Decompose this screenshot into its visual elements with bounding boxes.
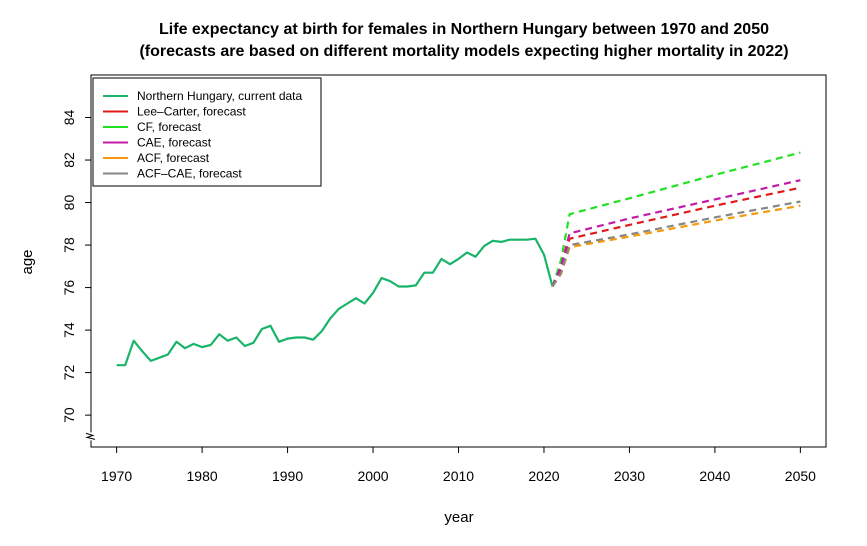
- chart-title-line-1: Life expectancy at birth for females in …: [159, 21, 769, 38]
- y-tick-label: 70: [61, 407, 77, 423]
- y-axis-label: age: [19, 249, 36, 274]
- x-axis: 1970 1980 1990 2000 2010 2020 2030 2040 2050: [101, 447, 816, 484]
- x-tick-label: 2010: [443, 468, 474, 484]
- series-line-2: [551, 186, 801, 287]
- chart-title-line-2: (forecasts are based on different mortal…: [139, 43, 788, 60]
- x-tick-label: 2050: [785, 468, 816, 484]
- x-axis-label: year: [444, 509, 473, 526]
- legend-label-3: CF, forecast: [137, 120, 202, 134]
- series-line-1: [116, 237, 554, 367]
- legend-label-6: ACF–CAE, forecast: [137, 167, 242, 181]
- legend: Northern Hungary, current data Lee–Carter…: [92, 77, 322, 187]
- x-tick-label: 2020: [528, 468, 559, 484]
- y-tick-label: 74: [61, 322, 77, 338]
- legend-label-1: Northern Hungary, current data: [137, 89, 303, 103]
- y-tick-label: 84: [61, 110, 77, 126]
- series-line-5: [551, 204, 801, 288]
- x-tick-label: 2030: [614, 468, 645, 484]
- x-tick-label: 1980: [187, 468, 218, 484]
- x-tick-label: 2040: [699, 468, 730, 484]
- y-tick-label: 80: [61, 195, 77, 211]
- legend-label-4: CAE, forecast: [137, 136, 212, 150]
- x-tick-label: 1990: [272, 468, 303, 484]
- y-axis: 70 72 74 76 78 80 82 84: [61, 110, 91, 423]
- legend-label-5: ACF, forecast: [137, 151, 210, 165]
- series-line-4: [551, 179, 801, 287]
- series-line-6: [551, 200, 801, 288]
- series-layer: [116, 151, 801, 367]
- x-tick-label: 1970: [101, 468, 132, 484]
- y-tick-label: 76: [61, 280, 77, 296]
- legend-box: [92, 77, 322, 187]
- y-tick-label: 72: [61, 365, 77, 381]
- axis-break-zigzag: [85, 432, 96, 440]
- y-tick-label: 78: [61, 237, 77, 253]
- y-tick-label: 82: [61, 152, 77, 168]
- x-tick-label: 2000: [357, 468, 388, 484]
- series-line-3: [551, 151, 801, 287]
- y-axis-break-mark: [85, 432, 96, 441]
- legend-label-2: Lee–Carter, forecast: [137, 105, 246, 119]
